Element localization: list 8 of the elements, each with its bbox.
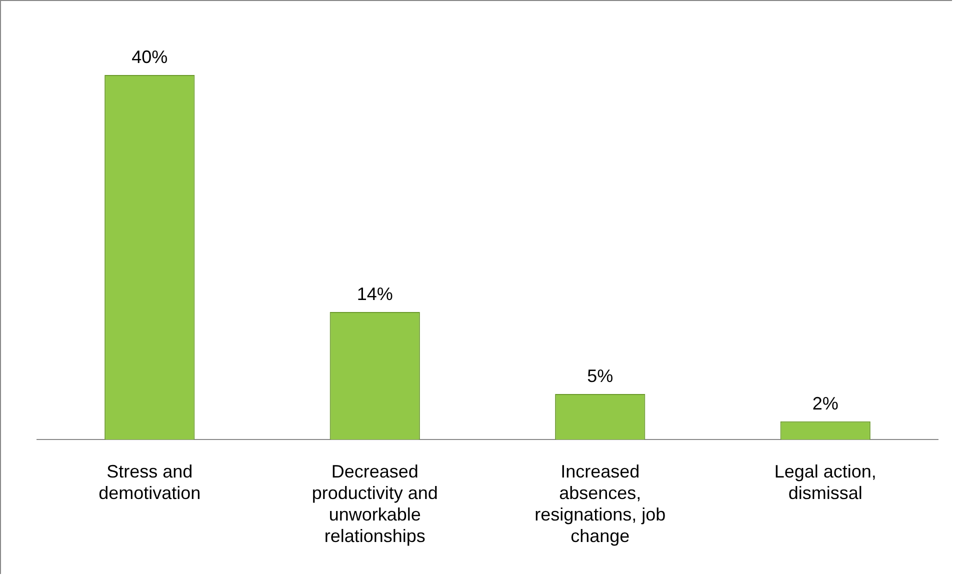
x-tick-label: Decreased productivity and unworkable relationships: [312, 461, 438, 546]
data-label: 5%: [587, 366, 614, 386]
data-label: 14%: [356, 284, 393, 304]
data-label: 40%: [132, 46, 168, 67]
x-tick-label: Stress and demotivation: [98, 461, 201, 503]
x-tick-label: Legal action, dismissal: [774, 461, 876, 503]
data-label: 2%: [812, 393, 838, 414]
x-tick-label: Increased absences, resignations, job change: [534, 461, 666, 546]
